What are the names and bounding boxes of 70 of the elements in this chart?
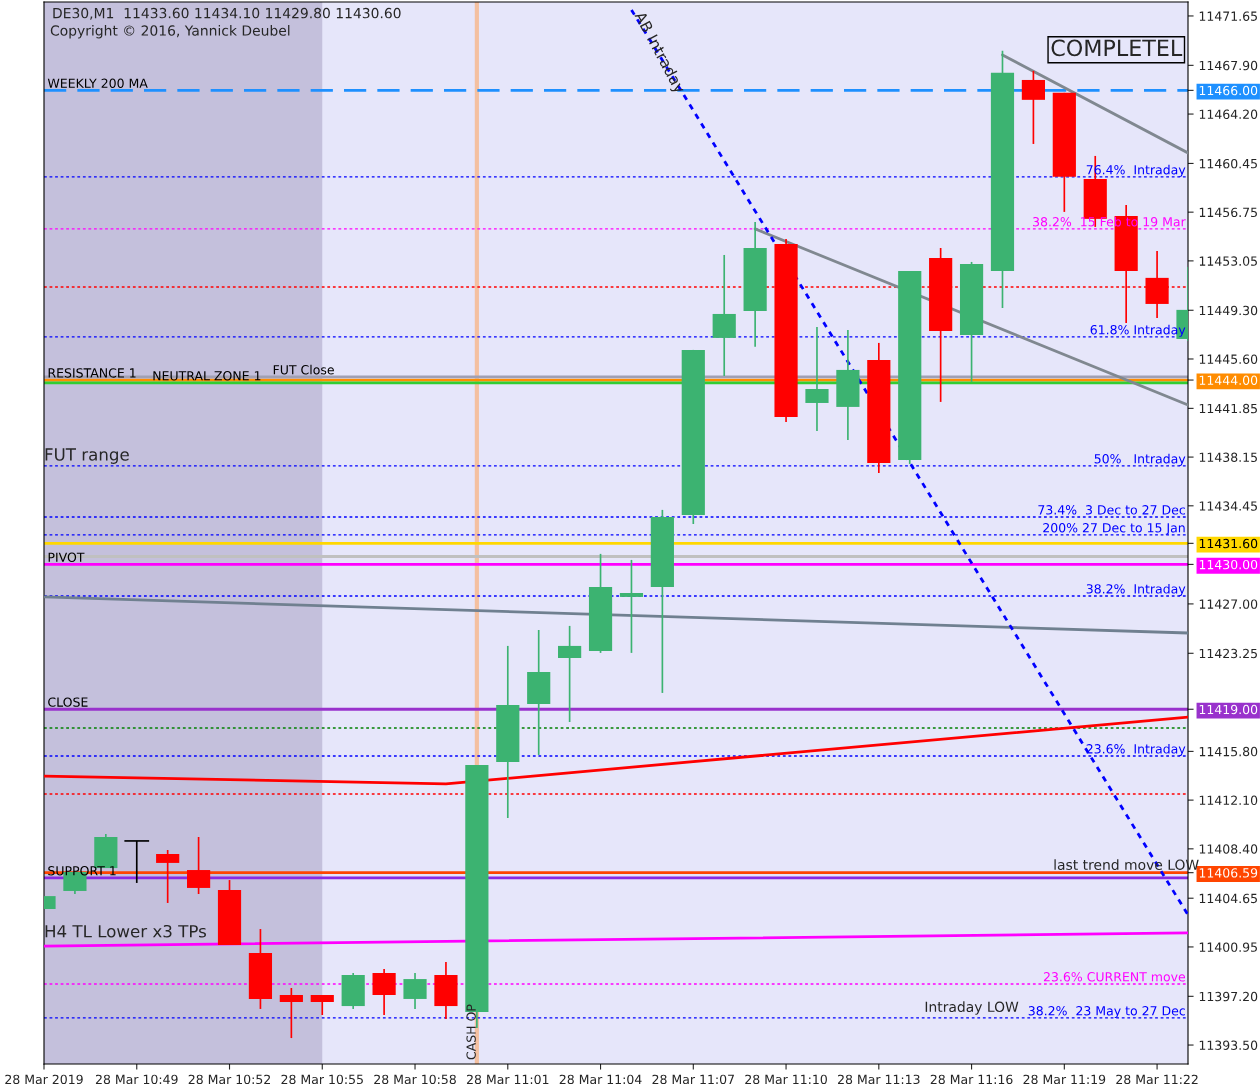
y-tick-label: 11419.00	[1199, 704, 1258, 715]
ref-line-label: 38.2% Intraday	[1086, 583, 1186, 597]
ref-line-label: 23.6% Intraday	[1086, 743, 1186, 756]
y-tick-label: 11460.45	[1199, 158, 1257, 169]
y-tick-label: 11434.45	[1199, 501, 1257, 511]
x-tick-label: 28 Mar 11:19	[1023, 1074, 1106, 1085]
candlestick	[372, 968, 396, 1016]
y-tick-label: 11471.65	[1199, 11, 1257, 21]
y-tick-label: 11431.60	[1199, 538, 1258, 549]
x-tick-label: 28 Mar 2019	[5, 1074, 83, 1085]
candlestick	[279, 987, 303, 1039]
y-tick-label: 11441.85	[1199, 403, 1257, 414]
band-label: FUT range	[45, 448, 129, 464]
x-tick-label: 28 Mar 11:16	[930, 1074, 1013, 1085]
ref-line-label: NEUTRAL ZONE 1	[153, 371, 261, 381]
ref-line-label: 73.4% 3 Dec to 27 Dec	[1038, 505, 1185, 515]
y-tick-label: 11404.65	[1199, 893, 1257, 904]
x-tick-label: 28 Mar 11:22	[1116, 1074, 1198, 1085]
y-tick-label: 11449.30	[1199, 305, 1258, 316]
x-tick-label: 28 Mar 11:04	[559, 1074, 642, 1085]
y-tick-label: 11400.95	[1199, 942, 1257, 952]
candlestick	[310, 994, 334, 1016]
candlestick	[187, 836, 211, 895]
candlestick	[558, 625, 582, 723]
ref-line-label: 50% Intraday	[1094, 453, 1186, 466]
y-tick-label: 11467.90	[1199, 60, 1258, 71]
x-tick-label: 28 Mar 10:49	[95, 1074, 178, 1085]
chart-title: DE30,M1 11433.60 11434.10 11429.80 11430.60	[53, 7, 401, 20]
y-tick-label: 11453.05	[1199, 256, 1257, 266]
ref-line-label: 38.2% 23 May to 27 Dec	[1028, 1006, 1185, 1018]
candlestick	[1021, 70, 1045, 145]
x-tick-label: 28 Mar 11:10	[745, 1074, 827, 1085]
y-tick-label: 11464.20	[1199, 109, 1258, 119]
ref-line-label: PIVOT	[48, 552, 85, 562]
x-tick-label: 28 Mar 10:55	[281, 1074, 363, 1085]
y-tick-label: 11444.00	[1199, 375, 1258, 385]
ref-line-label: CLOSE	[48, 697, 88, 707]
x-tick-label: 28 Mar 11:07	[652, 1074, 734, 1085]
x-tick-label: 28 Mar 10:58	[374, 1074, 456, 1085]
y-tick-label: 11408.40	[1199, 844, 1258, 854]
y-tick-label: 11466.00	[1199, 85, 1258, 96]
y-tick-label: 11406.59	[1199, 868, 1258, 878]
y-tick-label: 11445.60	[1199, 354, 1258, 364]
y-tick-label: 11412.10	[1199, 795, 1258, 806]
y-tick-label: 11456.75	[1199, 207, 1257, 218]
y-tick-label: 11397.20	[1199, 991, 1258, 1002]
candlestick	[805, 326, 829, 432]
y-tick-label: 11423.25	[1199, 648, 1257, 659]
candlestick	[712, 254, 736, 377]
ref-line-label: 200% 27 Dec to 15 Jan	[1043, 523, 1185, 535]
y-tick-label: 11415.80	[1199, 746, 1258, 757]
candlestick	[403, 972, 427, 1010]
y-tick-label: 11427.00	[1199, 599, 1258, 609]
x-tick-label: 28 Mar 11:01	[466, 1074, 549, 1085]
x-tick-label: 28 Mar 11:13	[838, 1074, 920, 1085]
candlestick	[619, 559, 644, 654]
ref-line-label: WEEKLY 200 MA	[47, 78, 148, 88]
x-tick-label: 28 Mar 10:52	[188, 1074, 270, 1085]
annotation: COMPLETEL	[1051, 39, 1183, 57]
y-tick-label: 11393.50	[1199, 1040, 1258, 1050]
ref-line-label: RESISTANCE 1	[48, 368, 136, 378]
y-tick-label: 11438.15	[1199, 452, 1257, 463]
text: Copyright © 2016, Yannick Deubel	[50, 25, 290, 39]
candlestick	[156, 849, 180, 904]
ref-line-label: CASH OP	[466, 1004, 476, 1060]
series-label: H4 TL Lower x3 TPs	[45, 924, 206, 938]
y-tick-label: 11430.00	[1199, 559, 1258, 570]
ref-line-label: 23.6% CURRENT move	[1043, 972, 1186, 982]
ref-line-label: FUT Close	[273, 364, 334, 375]
annotation: Intraday LOW	[925, 1001, 1019, 1015]
